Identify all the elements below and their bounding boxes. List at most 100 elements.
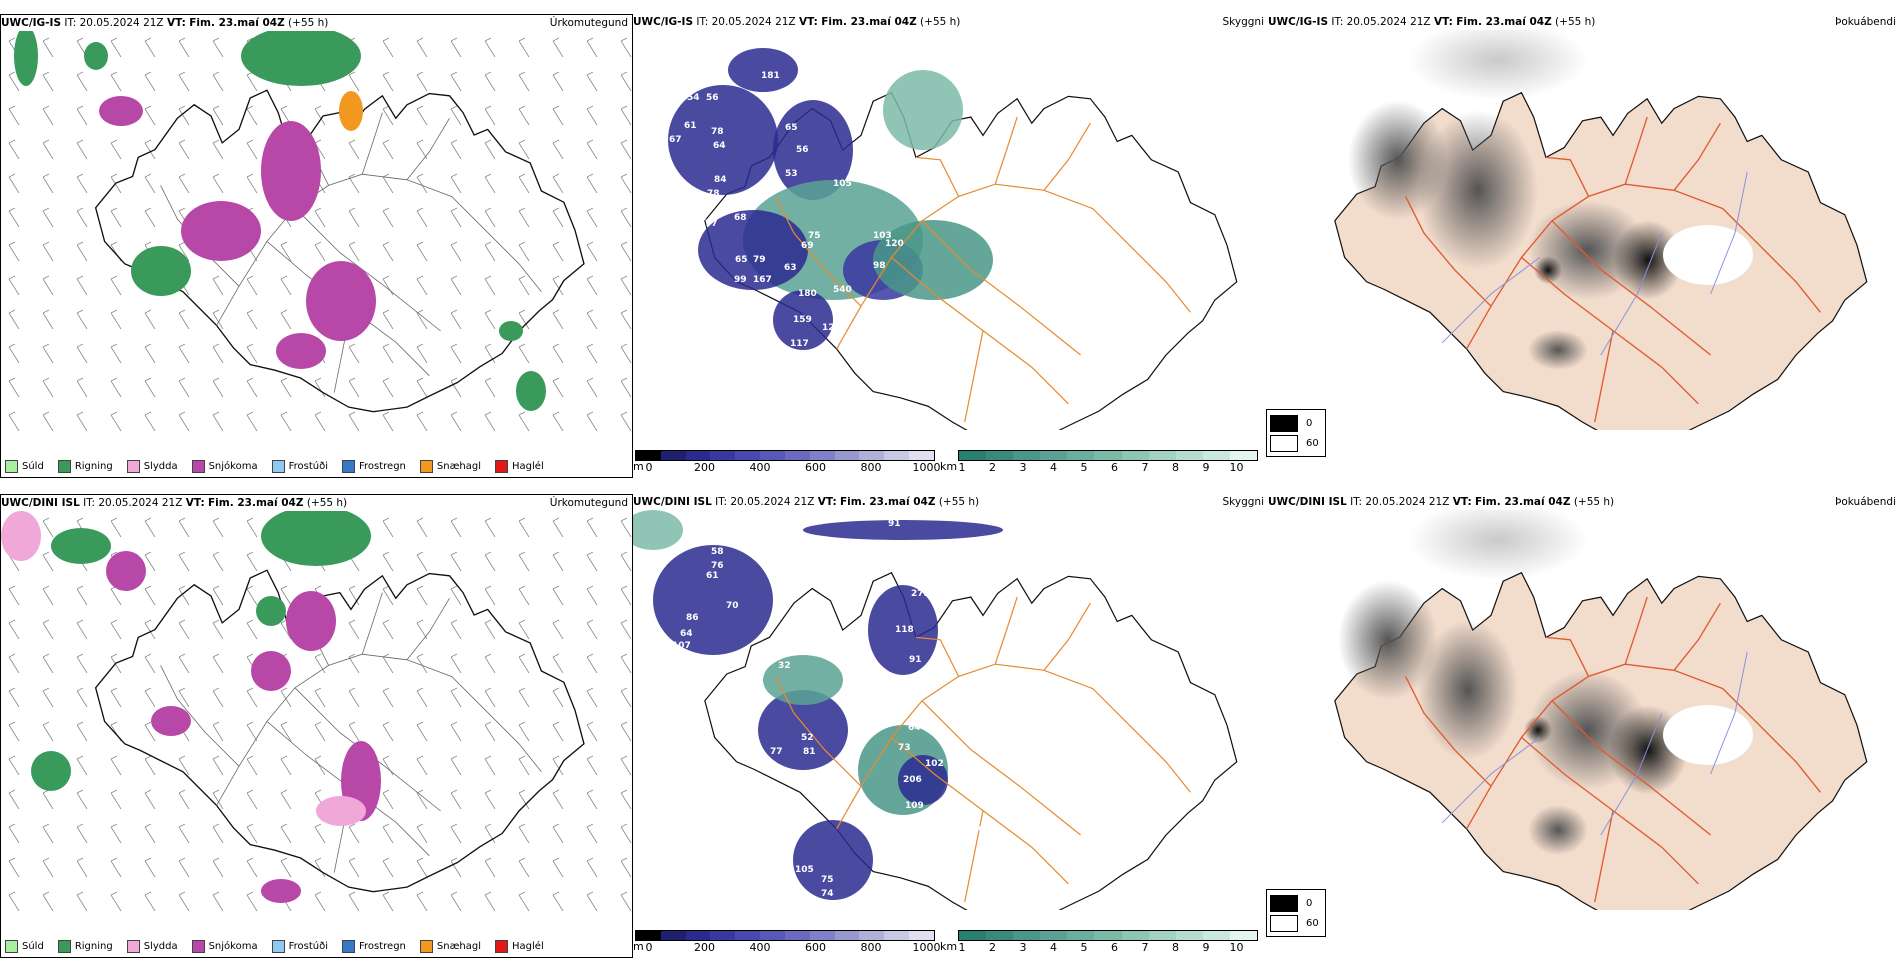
- it-label: IT:: [83, 497, 96, 509]
- fog-index-map[interactable]: [1268, 510, 1898, 910]
- wind-barb: [76, 207, 88, 228]
- wind-barb: [110, 173, 122, 194]
- cloud-area: [883, 70, 963, 150]
- glacier-area: [1663, 705, 1753, 765]
- cloud-base-panel: UWC/IG-IS IT: 20.05.2024 21Z VT: Fim. 23…: [633, 14, 1268, 478]
- legend-swatch: [126, 940, 140, 953]
- wind-barb: [484, 173, 496, 194]
- fog-legend-item: 60: [1270, 913, 1322, 933]
- vt-value: Fim. 23.maí 04Z: [189, 17, 285, 29]
- wind-barb: [552, 105, 564, 126]
- vt-value: Fim. 23.maí 04Z: [821, 16, 917, 28]
- legend-swatch: [495, 460, 509, 473]
- cloud-base-label: 55: [778, 639, 791, 649]
- colorbar-tick: 1000: [912, 461, 941, 474]
- it-value: 20.05.2024 21Z: [1346, 16, 1431, 28]
- precip-area: [261, 511, 371, 566]
- wind-barb: [620, 857, 632, 878]
- vt-label: VT:: [1452, 496, 1472, 508]
- wind-barb: [586, 275, 598, 296]
- wind-barb: [450, 343, 462, 364]
- cloud-base-label: 66: [689, 667, 702, 677]
- wind-barb: [552, 755, 564, 776]
- wind-barb: [382, 377, 394, 398]
- cloud-base-label: 77: [770, 747, 783, 757]
- wind-barb: [586, 377, 598, 398]
- wind-barb: [382, 241, 394, 262]
- cloud-base-label: 84: [714, 175, 727, 185]
- wind-barb: [8, 377, 20, 398]
- wind-barb: [42, 687, 54, 708]
- legend-item: Frostúði: [271, 940, 328, 953]
- cloud-area: [763, 655, 843, 705]
- colorbar-tick: 7: [1141, 461, 1149, 474]
- wind-barb: [246, 173, 258, 194]
- wind-barb: [348, 857, 360, 878]
- wind-barb: [586, 891, 598, 912]
- cloud-base-label: 540: [833, 285, 852, 295]
- colorbar-tick: 3: [1019, 941, 1027, 954]
- wind-barb: [144, 653, 156, 674]
- fog-legend-swatch: [1270, 894, 1298, 912]
- colorbar-segment: [959, 451, 987, 460]
- legend-swatch: [342, 940, 355, 953]
- precip-map[interactable]: [1, 31, 632, 446]
- wind-barb: [450, 71, 462, 92]
- cloud-base-label: 167: [753, 275, 772, 285]
- legend-item: Rigning: [57, 940, 113, 953]
- wind-barb: [178, 619, 190, 640]
- wind-barb: [620, 139, 632, 160]
- colorbar-segment: [986, 931, 1014, 940]
- precip-type-panel: UWC/DINI ISL IT: 20.05.2024 21Z VT: Fim.…: [0, 494, 633, 958]
- legend-label: Slydda: [143, 941, 178, 952]
- cloud-base-label: 95: [734, 289, 747, 299]
- wind-barb: [484, 653, 496, 674]
- precip-map[interactable]: [1, 511, 632, 926]
- wind-barb: [76, 411, 88, 432]
- wind-barb: [110, 377, 122, 398]
- cloud-base-label: 102: [925, 759, 944, 769]
- cloud-title: Skyggni: [1222, 16, 1265, 28]
- wind-barb: [178, 857, 190, 878]
- wind-barb: [8, 789, 20, 810]
- wind-barb: [110, 139, 122, 160]
- panel-header: UWC/IG-IS IT: 20.05.2024 21Z VT: Fim. 23…: [1268, 14, 1595, 30]
- wind-barb: [110, 619, 122, 640]
- cloud-area: [773, 100, 853, 200]
- fog-index-map[interactable]: [1268, 30, 1898, 430]
- wind-barb: [620, 551, 632, 572]
- wind-barb: [178, 343, 190, 364]
- wind-barb: [518, 343, 530, 364]
- wind-barb: [518, 139, 530, 160]
- wind-barb: [144, 71, 156, 92]
- wind-barb: [212, 721, 224, 742]
- wind-barb: [620, 309, 632, 330]
- wind-barb: [552, 241, 564, 262]
- wind-barb: [484, 721, 496, 742]
- wind-barb: [314, 377, 326, 398]
- cloud-base-label: 76: [711, 561, 724, 571]
- wind-barb: [518, 619, 530, 640]
- cloud-base-label: 99: [734, 275, 747, 285]
- wind-barb: [144, 857, 156, 878]
- wind-barb: [8, 857, 20, 878]
- wind-barb: [42, 789, 54, 810]
- cloud-base-label: 78: [711, 127, 724, 137]
- wind-barb: [212, 71, 224, 92]
- colorbar-segment: [1121, 931, 1149, 940]
- wind-barb: [552, 687, 564, 708]
- wind-barb: [212, 37, 224, 58]
- colorbar-tick: 9: [1202, 461, 1210, 474]
- visibility-unit: km: [940, 460, 958, 473]
- vt-value: Fim. 23.maí 04Z: [1456, 16, 1552, 28]
- colorbar-segment: [784, 931, 810, 940]
- wind-barb: [178, 105, 190, 126]
- wind-barb: [144, 687, 156, 708]
- cloud-base-label: 73: [898, 743, 911, 753]
- wind-barb: [450, 755, 462, 776]
- wind-barb: [76, 687, 88, 708]
- model-name: UWC/DINI ISL: [1, 497, 80, 509]
- wind-barb: [416, 377, 428, 398]
